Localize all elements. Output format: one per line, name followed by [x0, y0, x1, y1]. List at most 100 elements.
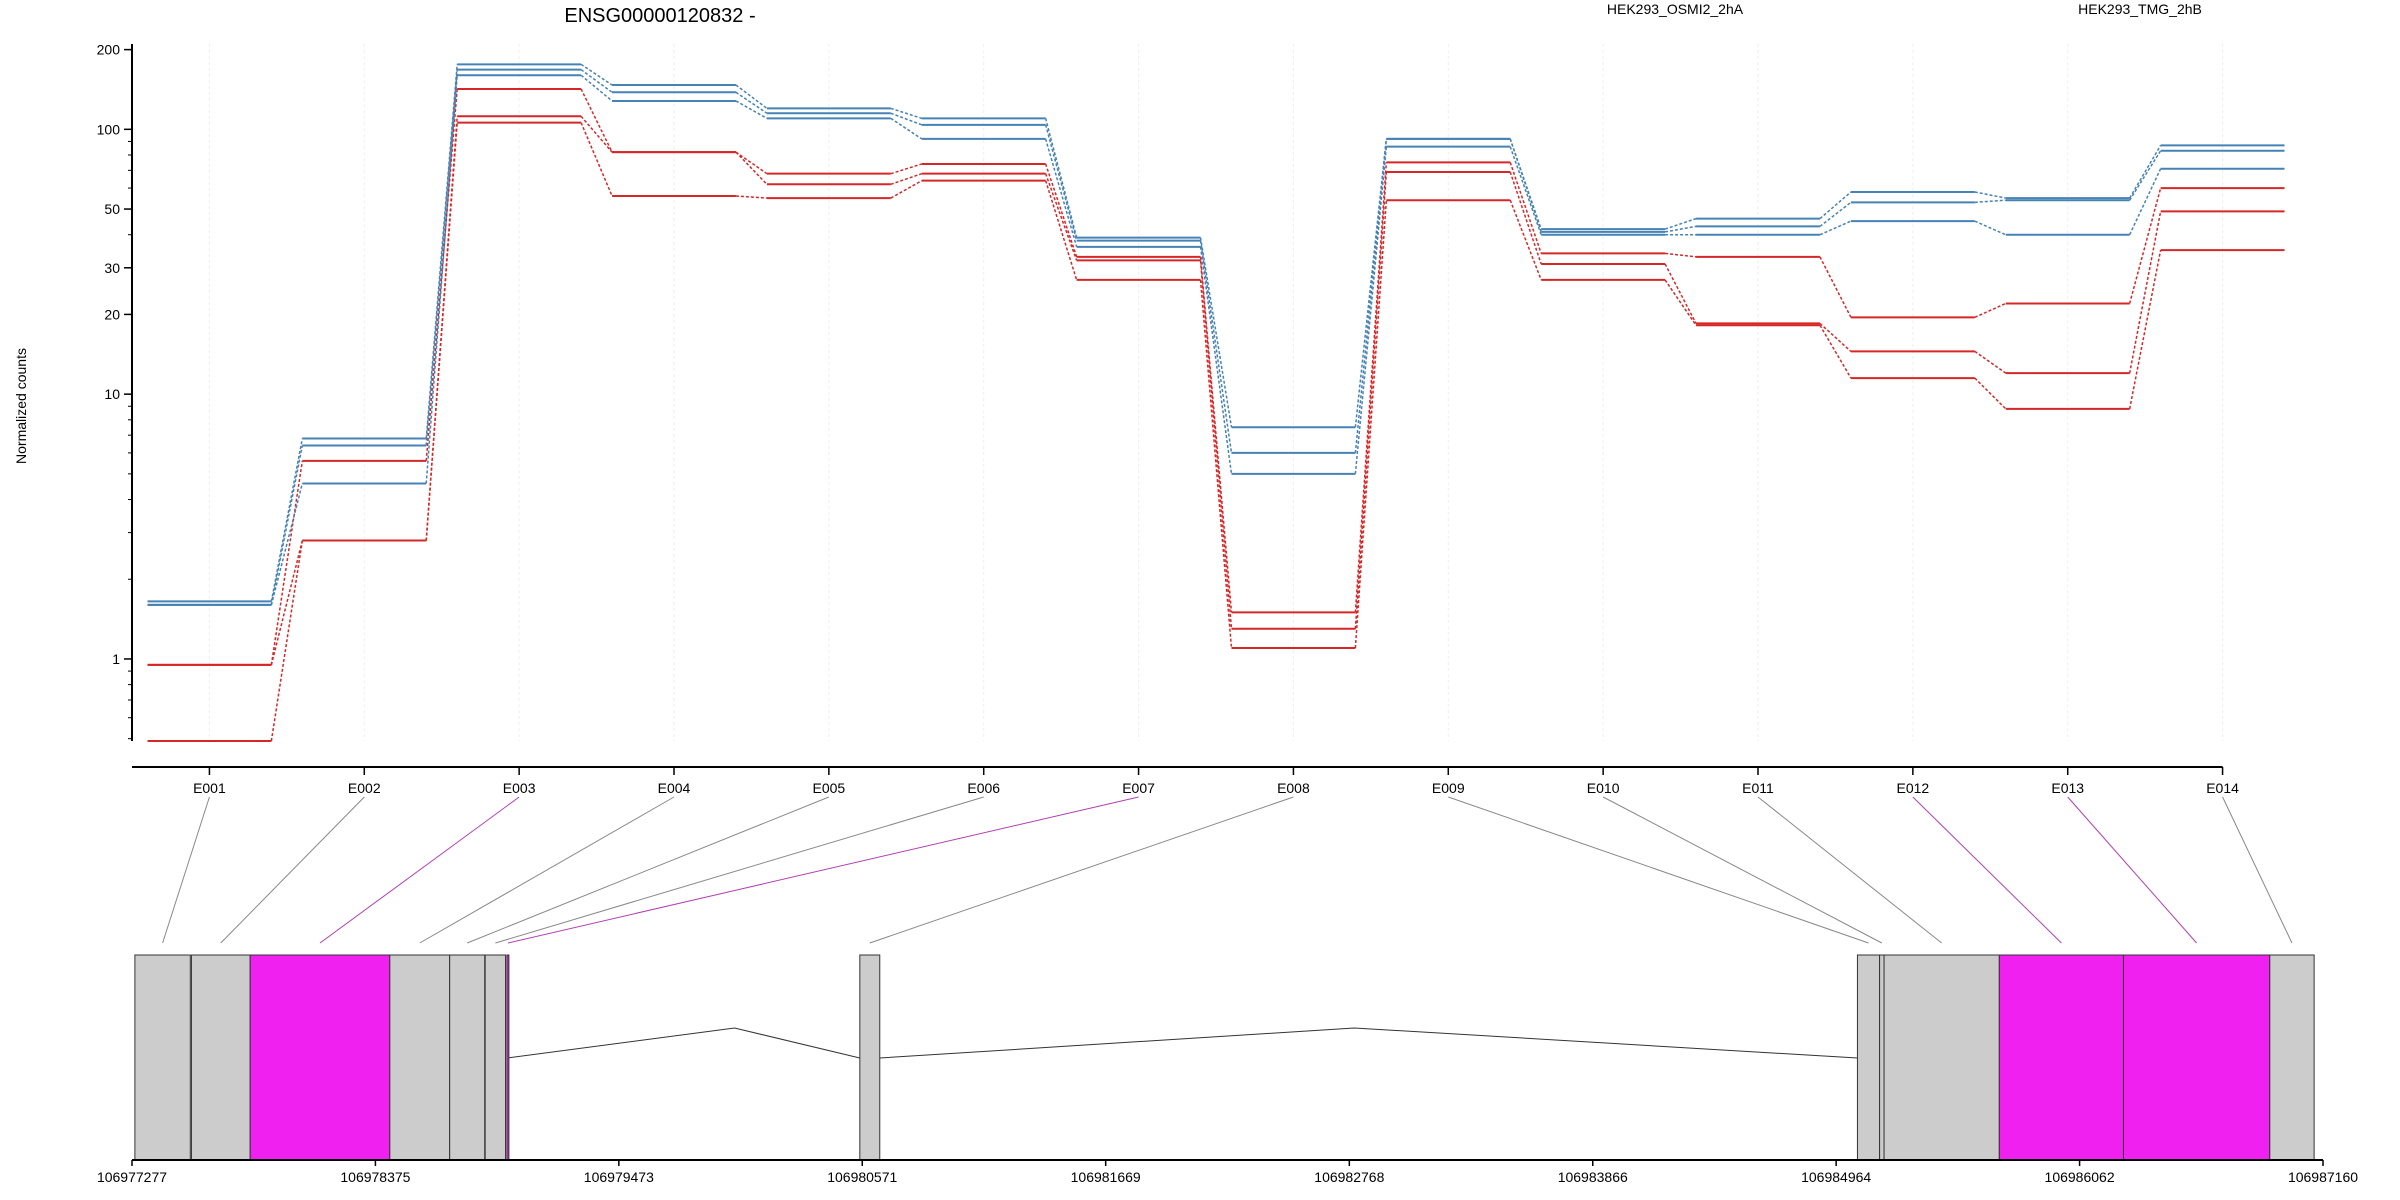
- exon-E001: [134, 954, 191, 1161]
- x-tick-label-E003: E003: [503, 780, 536, 796]
- series-transition: [1819, 324, 1852, 379]
- series-transition: [890, 107, 923, 120]
- series-transition: [1044, 163, 1078, 258]
- series-transition: [735, 84, 768, 109]
- y-axis-label: Normalized counts: [13, 348, 29, 464]
- series-transition: [1819, 201, 1852, 227]
- series-transition: [425, 88, 458, 461]
- genome-tick-label: 106983866: [1558, 1169, 1628, 1185]
- series-transition: [580, 122, 613, 197]
- y-tick-label: 200: [97, 42, 121, 58]
- genome-tick-label: 106987160: [2288, 1169, 2358, 1185]
- series-transition: [1819, 191, 1852, 220]
- series-3: [147, 121, 2285, 742]
- series-transition: [890, 172, 923, 186]
- series-transition: [580, 74, 613, 102]
- x-tick-label-E004: E004: [658, 780, 691, 796]
- series-4: [147, 63, 2285, 603]
- genome-tick-label: 106980571: [827, 1169, 897, 1185]
- series-transition: [1044, 138, 1078, 248]
- series-transition: [425, 69, 458, 446]
- series-transition: [1044, 118, 1078, 238]
- exon-E005: [449, 954, 486, 1161]
- chart-title: ENSG00000120832 -: [564, 5, 755, 27]
- series-transition: [735, 195, 767, 199]
- exon-E014: [2269, 954, 2315, 1161]
- series-transition: [1199, 237, 1233, 428]
- series-transition: [735, 100, 768, 120]
- series-transition: [2129, 144, 2162, 199]
- series-transition: [270, 445, 304, 606]
- exon-E004: [389, 954, 451, 1161]
- series-transition: [1354, 200, 1388, 649]
- genome-tick-label: 106982768: [1314, 1169, 1384, 1185]
- y-axis: 1 10 20 30 50 100 200: [97, 42, 133, 741]
- series-transition: [1819, 220, 1852, 236]
- x-tick-label-E011: E011: [1742, 780, 1774, 796]
- series-5: [147, 68, 2285, 606]
- x-tick-label-E005: E005: [813, 780, 846, 796]
- series-transition: [1974, 199, 2006, 204]
- series-transition: [580, 88, 613, 153]
- series-transition: [1199, 246, 1233, 474]
- series-transition: [1974, 191, 2006, 199]
- series-transition: [2128, 249, 2162, 409]
- series-transition: [735, 151, 768, 185]
- intron-1: [507, 1027, 860, 1059]
- genome-tick-label: 106978375: [340, 1169, 410, 1185]
- connector-E002: [220, 796, 365, 944]
- series-transition: [425, 64, 458, 439]
- exon-E006: [484, 954, 507, 1161]
- series-transition: [1354, 146, 1388, 474]
- series-transition: [1509, 146, 1542, 235]
- x-tick-label-E009: E009: [1432, 780, 1465, 796]
- connector-E001: [162, 796, 210, 944]
- intron-2: [879, 1027, 1858, 1059]
- series-transition: [890, 163, 922, 175]
- connector-E010: [1602, 796, 1883, 944]
- series-transition: [890, 112, 923, 126]
- series-2: [147, 115, 2285, 666]
- series-transition: [1664, 279, 1697, 326]
- genome-tick-label: 106977277: [97, 1169, 167, 1185]
- gene-model: [134, 954, 2315, 1161]
- series-transition: [1974, 377, 2007, 410]
- series-transition: [1044, 124, 1078, 241]
- series-transition: [270, 483, 304, 606]
- series-transition: [1044, 180, 1078, 281]
- series-transition: [270, 540, 304, 666]
- connector-E009: [1448, 796, 1869, 944]
- series-transition: [735, 91, 768, 114]
- exon-E011: [1883, 954, 2000, 1161]
- y-tick-label: 50: [104, 201, 120, 217]
- series-lines: [147, 63, 2285, 742]
- series-transition: [1664, 263, 1697, 324]
- y-tick-label: 10: [104, 386, 120, 402]
- genome-tick-label: 106984964: [1801, 1169, 1871, 1185]
- series-transition: [890, 117, 923, 140]
- legend-item-osmi2: HEK293_OSMI2_2hA: [1607, 1, 1744, 17]
- x-tick-label-E010: E010: [1587, 780, 1620, 796]
- series-transition: [2128, 168, 2162, 236]
- series-transition: [1044, 173, 1078, 261]
- series-transition: [2128, 187, 2162, 304]
- series-6: [147, 74, 2285, 606]
- exon-E012: [1998, 954, 2124, 1161]
- x-tick-label-E007: E007: [1122, 780, 1155, 796]
- series-transition: [1664, 225, 1697, 233]
- genome-tick-label: 106981669: [1071, 1169, 1141, 1185]
- series-transition: [1664, 217, 1697, 230]
- x-tick-label-E002: E002: [348, 780, 381, 796]
- series-transition: [1819, 256, 1852, 318]
- exon-E007: [506, 954, 510, 1161]
- connector-E014: [2222, 796, 2293, 944]
- series-transition: [425, 75, 458, 484]
- series-transition: [270, 438, 304, 602]
- connector-E005: [467, 796, 830, 944]
- series-transition: [1974, 302, 2007, 319]
- series-transition: [270, 460, 304, 665]
- connector-E004: [419, 796, 675, 944]
- y-tick-label: 30: [104, 260, 120, 276]
- series-transition: [1819, 322, 1852, 352]
- y-tick-label: 100: [97, 121, 121, 137]
